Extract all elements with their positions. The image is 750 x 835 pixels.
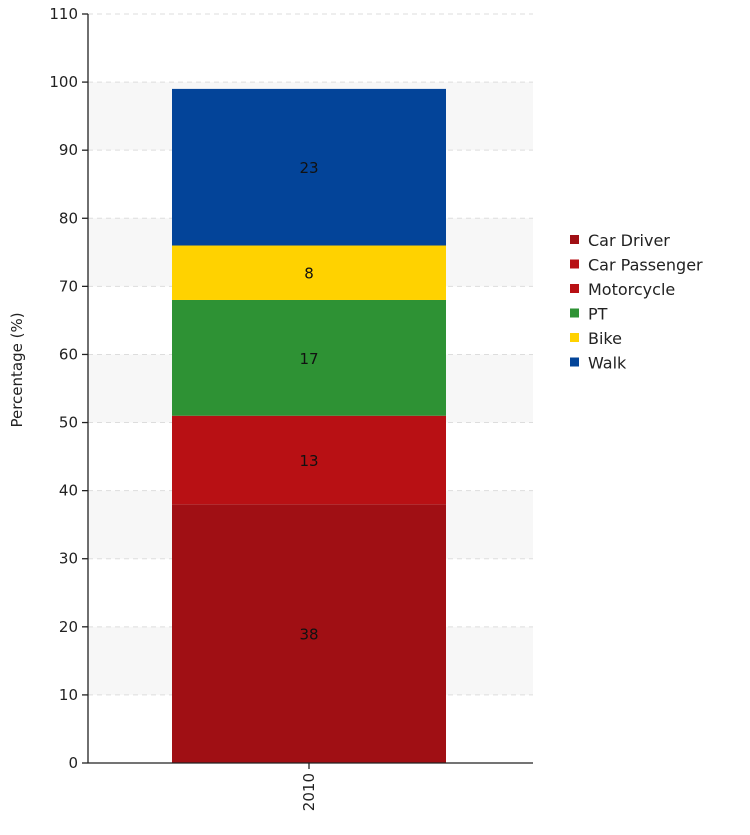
legend-item-label: Bike	[588, 329, 622, 348]
y-tick-label: 70	[59, 277, 78, 295]
data-label: 17	[299, 350, 318, 368]
legend-item-label: Motorcycle	[588, 280, 675, 299]
legend-item-label: Walk	[588, 354, 627, 373]
data-label: 23	[299, 159, 318, 177]
y-tick-label: 20	[59, 618, 78, 636]
legend: Car Driver Car Passenger Motorcycle PT Bike W…	[570, 231, 703, 373]
legend-item-label: Car Passenger	[588, 256, 703, 275]
legend-item-label: Car Driver	[588, 231, 670, 250]
bars	[172, 88, 446, 763]
legend-swatch	[570, 333, 579, 342]
y-tick-label: 60	[59, 345, 78, 363]
y-tick-label: 30	[59, 550, 78, 568]
bar-segment	[172, 299, 446, 416]
y-tick-label: 110	[49, 5, 78, 23]
y-axis-title: Percentage (%)	[8, 312, 26, 427]
y-tick-label: 10	[59, 686, 78, 704]
legend-swatch	[570, 235, 579, 244]
y-tick-label: 0	[68, 754, 78, 772]
y-tick-label: 100	[49, 73, 78, 91]
gridlines	[88, 13, 533, 696]
legend-swatch	[570, 357, 579, 367]
y-tick-label: 40	[59, 482, 78, 500]
bar-segment	[172, 415, 446, 505]
y-axis-ticks: 0 10 20 30 40 50 60 70 80 90 100 110	[49, 5, 88, 772]
y-tick-label: 50	[59, 414, 78, 432]
legend-item-label: PT	[588, 305, 608, 324]
segment-labels: 38 13 17 8 23	[299, 159, 318, 643]
bar-segment	[172, 504, 446, 763]
bar-segment	[172, 245, 446, 300]
data-label: 13	[299, 452, 318, 470]
bar-segment	[172, 88, 446, 246]
y-tick-label: 80	[59, 209, 78, 227]
data-label: 8	[304, 265, 314, 283]
x-tick-label: 2010	[300, 773, 318, 811]
legend-swatch	[570, 284, 579, 293]
legend-swatch	[570, 259, 579, 269]
x-axis-ticks: 2010	[300, 763, 318, 811]
data-label: 38	[299, 626, 318, 644]
legend-swatch	[570, 308, 579, 318]
y-tick-label: 90	[59, 141, 78, 159]
